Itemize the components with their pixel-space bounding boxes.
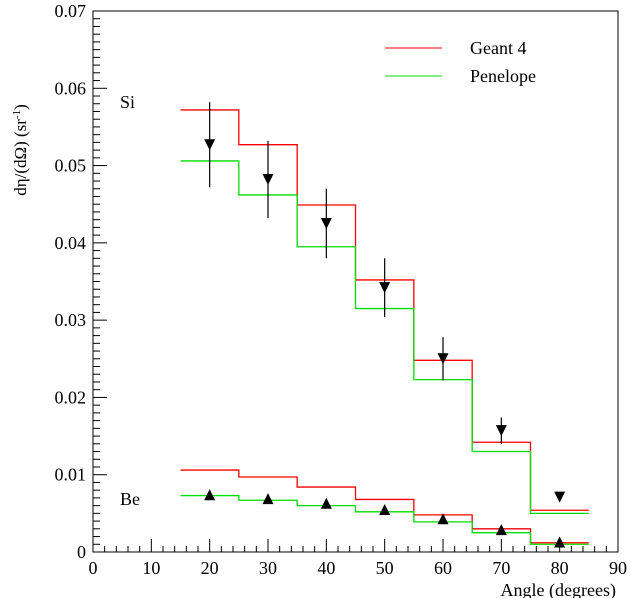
histogram-be-penelope [180,494,589,545]
histogram-be-geant4 [180,469,589,544]
annotation-si: Si [120,92,135,112]
data-point-be [379,503,391,515]
histogram-si-penelope [180,160,589,515]
y-tick-label: 0 [77,542,86,562]
y-axis-label-close: ) [11,104,30,110]
y-tick-label: 0.04 [55,233,87,253]
data-point-si [437,353,449,365]
legend: Geant 4 Penelope [385,38,536,86]
y-axis-label-sup: -1 [11,110,23,119]
x-tick-label: 60 [434,558,452,578]
y-tick-label: 0.06 [55,78,87,98]
annotation-be: Be [120,489,140,509]
data-point-si [320,218,332,230]
x-tick-label: 30 [259,558,277,578]
legend-label-geant4: Geant 4 [470,38,526,58]
y-axis-label-main: dη/(dΩ) (sr [11,119,30,196]
data-point-layer [204,102,566,548]
legend-label-penelope: Penelope [470,66,536,86]
data-point-si [554,491,566,503]
y-tick-label: 0.07 [55,1,87,21]
data-point-be [262,493,274,505]
histogram-layer [180,109,589,545]
y-tick-label: 0.05 [55,156,87,176]
data-point-si [262,173,274,185]
x-tick-label: 20 [201,558,219,578]
x-tick-label: 40 [317,558,335,578]
data-point-si [495,425,507,437]
x-tick-label: 50 [376,558,394,578]
x-tick-label: 90 [609,558,627,578]
data-point-si [204,139,216,151]
x-tick-label: 0 [89,558,98,578]
y-axis-label: dη/(dΩ) (sr-1) [11,104,30,196]
y-tick-label: 0.01 [55,465,87,485]
x-tick-label: 80 [551,558,569,578]
data-point-be [320,497,332,509]
y-tick-label: 0.03 [55,310,87,330]
data-point-be [495,524,507,536]
y-tick-label: 0.02 [55,387,87,407]
x-tick-label: 10 [142,558,160,578]
data-point-be [437,513,449,525]
data-point-be [204,489,216,501]
data-point-si [379,282,391,294]
axes-layer: 0 10 20 30 40 50 60 70 80 90 0 0.01 0.02 0.03 0.04 0.05… [55,1,628,578]
x-axis-label: Angle (degrees) [501,580,616,598]
x-tick-label: 70 [492,558,510,578]
